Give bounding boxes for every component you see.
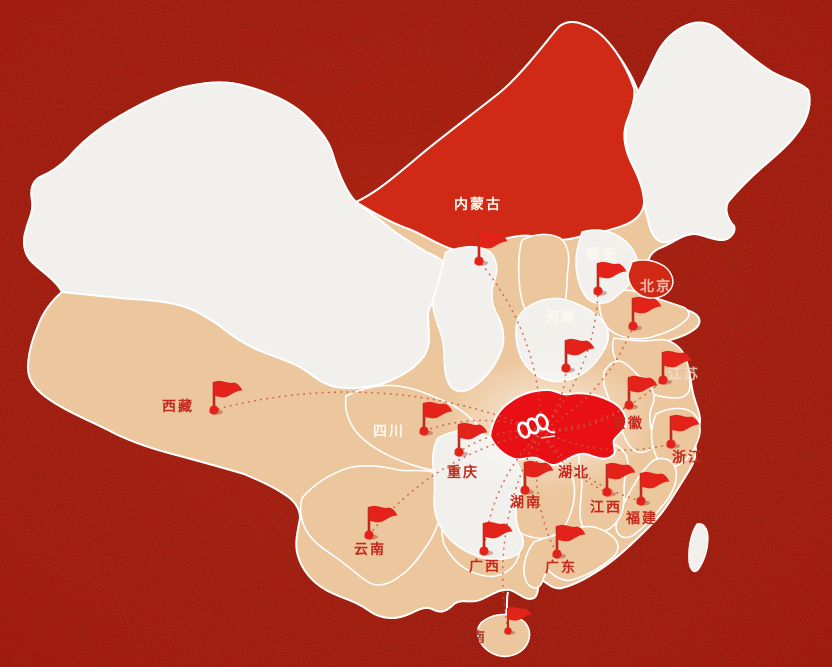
province-hubei-highlight xyxy=(489,389,627,467)
province-label-chongqing: 重庆 xyxy=(447,464,479,480)
province-label-fujian: 福建 xyxy=(625,510,658,526)
province-label-yunnan: 云南 xyxy=(354,541,386,557)
province-label-guangdong: 广东 xyxy=(545,559,577,575)
route-arc-xiongan xyxy=(540,290,599,432)
province-label-sichuan: 四川 xyxy=(373,423,405,439)
province-beijing-tianjin xyxy=(627,259,674,299)
route-arc-chongqing xyxy=(458,429,542,453)
loop-m-logo-icon xyxy=(517,413,556,439)
province-xinjiang-qinghai xyxy=(23,81,450,390)
island-taiwan xyxy=(688,523,709,573)
province-guangdong xyxy=(523,525,619,589)
route-arc-zhejiang xyxy=(540,430,672,451)
route-arc-jiangsu xyxy=(540,379,664,432)
route-arc-fujian xyxy=(540,430,642,502)
route-arc-xizang xyxy=(213,391,542,432)
route-arc-neimenggu xyxy=(478,260,542,432)
province-label-jiangsu: 江苏 xyxy=(668,366,700,382)
province-label-hainan: 海南 xyxy=(455,629,487,645)
hainan-connector xyxy=(505,591,509,615)
province-label-xizang: 西藏 xyxy=(162,398,194,414)
province-label-neimenggu: 内蒙古 xyxy=(454,196,502,212)
route-arc-henan xyxy=(540,367,567,432)
province-label-zhejiang: 浙江 xyxy=(672,449,704,465)
route-arc-guangdong xyxy=(535,430,558,555)
province-yunnan xyxy=(299,465,447,586)
province-label-xiongan: 雄安 xyxy=(585,246,618,262)
brand-logo xyxy=(517,413,556,439)
route-arc-hainan xyxy=(501,430,542,632)
province-label-jiangxi: 江西 xyxy=(590,499,622,515)
province-label-henan: 河南 xyxy=(545,309,577,325)
province-label-hubei: 湖北 xyxy=(558,464,590,480)
route-arc-guangxi xyxy=(483,430,542,552)
province-label-hunan: 湖南 xyxy=(510,494,542,510)
province-label-guangxi: 广西 xyxy=(469,558,501,574)
province-label-anhui: 安徽 xyxy=(612,415,644,431)
province-label-beijing: 北京 xyxy=(640,278,672,294)
